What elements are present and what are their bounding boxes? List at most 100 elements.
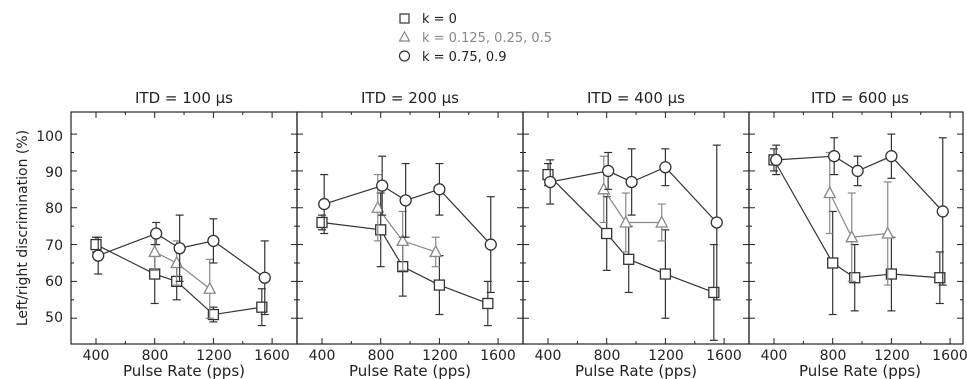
square-marker <box>482 297 494 310</box>
circle-marker <box>258 271 271 284</box>
plot-area <box>749 112 963 344</box>
circle-marker <box>318 197 331 211</box>
square-marker <box>623 253 635 265</box>
series-line <box>324 184 492 245</box>
x-tick-label: 1200 <box>648 348 684 364</box>
circle-marker <box>885 150 898 163</box>
x-tick-label: 400 <box>535 348 562 364</box>
x-tick-label: 1600 <box>706 348 742 364</box>
series-line <box>776 155 944 212</box>
x-tick-label: 1600 <box>254 348 290 364</box>
square-marker <box>375 224 387 236</box>
panel-title-itd-100: ITD = 100 µs <box>135 89 233 107</box>
triangle-marker <box>371 200 385 213</box>
x-tick-label: 1600 <box>480 348 516 364</box>
y-axis-label: Left/right discrimination (%) <box>15 130 31 326</box>
y-tick-label: 90 <box>45 165 63 181</box>
y-tick-label: 70 <box>45 238 63 254</box>
x-tick-label: 1200 <box>196 348 232 364</box>
square-marker <box>885 268 898 280</box>
x-ticks: 400 800 1200 1600 <box>83 348 290 364</box>
legend-label-khigh: k = 0.75, 0.9 <box>422 50 507 65</box>
series-line <box>603 189 662 224</box>
circle-marker <box>659 161 672 174</box>
circle-marker <box>207 234 220 248</box>
x-tick-label: 800 <box>142 348 169 364</box>
x-axis-label: Pulse Rate (pps) <box>123 362 245 379</box>
x-axis-label: Pulse Rate (pps) <box>349 362 471 379</box>
square-marker <box>207 308 220 321</box>
square-marker <box>256 301 268 313</box>
series-line <box>773 159 940 279</box>
y-tick-label: 50 <box>45 310 63 326</box>
triangle-marker <box>881 226 895 239</box>
panel-itd-400: ITD = 400 µs 400 800 1200 1600 Pulse Rat… <box>522 89 750 379</box>
circle-marker <box>399 194 412 207</box>
panel-frame <box>296 111 524 345</box>
circle-marker <box>710 216 723 229</box>
circle-marker <box>376 179 389 192</box>
square-marker <box>708 286 720 299</box>
circle-marker <box>484 238 497 251</box>
x-ticks: 400 800 1200 1600 <box>761 348 967 364</box>
x-axis-label: Pulse Rate (pps) <box>799 362 921 379</box>
square-marker <box>934 272 946 284</box>
x-tick-label: 400 <box>761 348 788 364</box>
circle-marker <box>625 175 638 189</box>
plot-area <box>71 112 297 344</box>
x-tick-label: 400 <box>309 348 336 364</box>
triangle-marker <box>203 281 217 294</box>
x-tick-label: 400 <box>83 348 110 364</box>
panel-frame <box>748 111 964 345</box>
panel-itd-600: ITD = 600 µs 400 800 1200 1600 Pulse Rat… <box>748 89 967 379</box>
circle-marker <box>828 150 841 163</box>
series-line <box>829 192 888 238</box>
x-ticks: 400 800 1200 1600 <box>535 348 742 364</box>
legend-label-kmid: k = 0.125, 0.25, 0.5 <box>422 31 552 46</box>
x-tick-label: 800 <box>820 348 847 364</box>
circle-marker <box>602 164 615 178</box>
circle-marker <box>544 175 557 189</box>
square-marker <box>659 268 672 280</box>
panel-title-itd-200: ITD = 200 µs <box>361 89 459 107</box>
legend-triangle-marker <box>398 30 411 42</box>
triangle-marker <box>845 229 859 243</box>
circle-marker <box>851 164 864 178</box>
x-tick-label: 1600 <box>932 348 967 364</box>
x-tick-label: 800 <box>594 348 621 364</box>
legend-square-marker <box>399 13 410 24</box>
panel-itd-200: ITD = 200 µs 400 800 1200 1600 Pulse Rat… <box>296 89 524 379</box>
square-marker <box>90 238 102 251</box>
triangle-marker <box>619 215 633 228</box>
circle-marker <box>433 183 446 196</box>
circle-marker <box>173 242 186 255</box>
y-ticks: 50 60 70 80 90 100 <box>36 129 63 326</box>
circle-marker <box>936 205 949 218</box>
plot-area <box>297 112 523 344</box>
series-line <box>550 166 718 223</box>
legend-circle-marker <box>398 50 411 62</box>
triangle-marker <box>429 244 443 258</box>
legend-label-k0: k = 0 <box>422 12 457 27</box>
circle-marker <box>770 153 783 167</box>
circle-marker <box>92 249 105 262</box>
panel-title-itd-400: ITD = 400 µs <box>587 89 685 107</box>
panel-title-itd-600: ITD = 600 µs <box>811 89 909 107</box>
circle-marker <box>150 227 163 240</box>
x-axis-label: Pulse Rate (pps) <box>575 362 697 379</box>
triangle-marker <box>597 181 611 195</box>
square-marker <box>316 216 328 229</box>
y-tick-label: 100 <box>36 129 63 145</box>
triangle-marker <box>148 244 162 258</box>
triangle-marker <box>655 215 669 228</box>
square-marker <box>827 257 839 269</box>
x-tick-label: 800 <box>368 348 395 364</box>
square-marker <box>601 227 613 240</box>
plot-area <box>523 112 749 344</box>
legend: k = 0 k = 0.125, 0.25, 0.5 k = 0.75, 0.9 <box>398 12 552 65</box>
panel-itd-100: ITD = 100 µs 50 60 70 80 90 100 400 800 … <box>36 89 298 379</box>
x-tick-label: 1200 <box>874 348 910 364</box>
square-marker <box>849 272 861 284</box>
y-tick-label: 80 <box>45 201 63 217</box>
